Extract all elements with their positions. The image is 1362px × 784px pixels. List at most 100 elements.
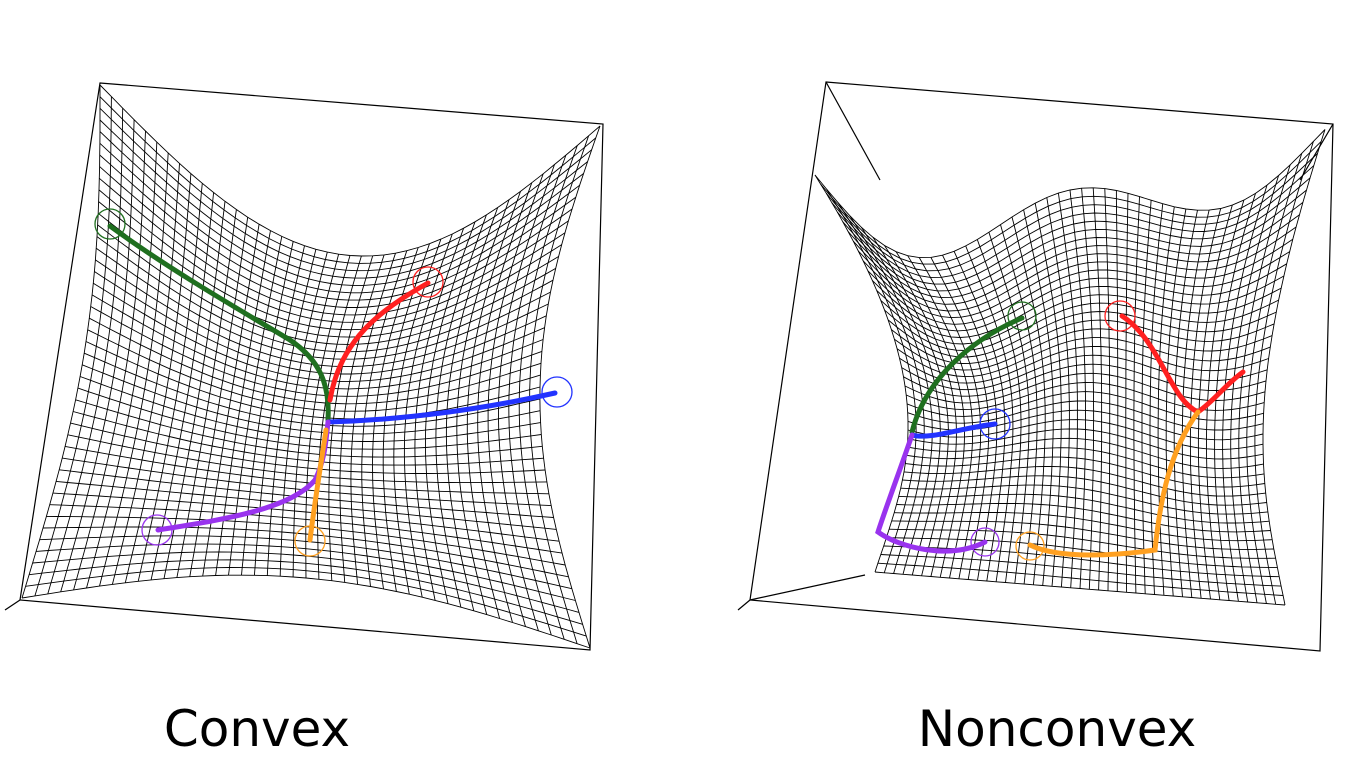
mesh-line — [883, 545, 1280, 578]
mesh-line — [907, 419, 1264, 450]
mesh-line — [456, 199, 510, 615]
mesh-line — [896, 502, 1271, 533]
mesh-line — [1230, 175, 1280, 603]
mesh-line — [820, 141, 1322, 265]
orange-path — [1027, 409, 1201, 558]
mesh-line — [25, 567, 587, 637]
mesh-line — [905, 456, 1265, 488]
mesh-line — [1141, 200, 1152, 594]
nonconvex-label: Nonconvex — [917, 700, 1197, 758]
purple-path — [875, 432, 988, 554]
green-path — [909, 315, 1025, 435]
mesh-line — [837, 177, 1311, 285]
mesh-line — [445, 207, 499, 611]
mesh-line — [874, 571, 1286, 606]
mesh-line — [1092, 187, 1103, 591]
mesh-line — [1254, 141, 1314, 605]
mesh-line — [1173, 210, 1198, 597]
mesh-line — [508, 154, 567, 636]
green-start-circle — [94, 208, 126, 240]
mesh-line — [1133, 196, 1140, 594]
orange-path — [307, 427, 329, 543]
convex-label: Convex — [163, 700, 351, 758]
mesh-line — [1165, 208, 1187, 597]
convex-bounding-box — [4, 82, 604, 651]
mesh-line — [907, 437, 1264, 469]
blue-start-circle — [541, 376, 573, 408]
blue-start-circle — [979, 408, 1011, 440]
mesh-line — [894, 512, 1273, 542]
mesh-line — [889, 528, 1276, 559]
mesh-line — [880, 554, 1282, 587]
mesh-line — [898, 493, 1270, 524]
mesh-line — [904, 372, 1266, 404]
red-path — [1119, 313, 1246, 415]
green-path — [107, 223, 331, 423]
mesh-line — [1222, 184, 1268, 602]
mesh-line — [339, 254, 385, 583]
mesh-line — [906, 391, 1264, 421]
mesh-line — [1197, 204, 1233, 600]
mesh-line — [79, 376, 541, 442]
orange-start-circle — [294, 525, 326, 557]
nonconvex-surface-mesh — [814, 129, 1326, 606]
mesh-line — [826, 188, 917, 573]
mesh-line — [137, 183, 203, 582]
mesh-line — [59, 469, 554, 518]
mesh-line — [886, 537, 1278, 568]
mesh-line — [435, 214, 487, 608]
mesh-line — [1238, 164, 1291, 603]
mesh-line — [82, 364, 541, 435]
blue-path — [909, 421, 998, 439]
mesh-line — [72, 411, 544, 466]
mesh-line — [85, 341, 541, 420]
mesh-line — [487, 173, 544, 627]
mesh-line — [877, 562, 1284, 596]
mesh-line — [907, 428, 1264, 460]
mesh-line — [1157, 206, 1175, 596]
mesh-line — [847, 202, 1304, 299]
red-start-circle — [412, 266, 444, 298]
mesh-line — [1125, 193, 1129, 593]
mesh-line — [1189, 208, 1222, 599]
mesh-line — [1246, 153, 1303, 604]
mesh-line — [900, 484, 1268, 515]
mesh-line — [906, 447, 1265, 479]
mesh-line — [903, 466, 1266, 497]
convex-trajectories — [94, 208, 573, 557]
mesh-line — [1104, 188, 1111, 591]
mesh-line — [466, 191, 521, 619]
mesh-line — [1206, 199, 1245, 600]
mesh-line — [75, 399, 543, 458]
mesh-line — [65, 445, 549, 495]
nonconvex-trajectories — [875, 300, 1246, 561]
mesh-line — [907, 400, 1264, 431]
mesh-line — [77, 387, 542, 450]
mesh-line — [1115, 190, 1119, 592]
mesh-line — [21, 574, 591, 649]
purple-start-circle — [970, 527, 1000, 557]
mesh-line — [539, 125, 601, 649]
mesh-line — [34, 96, 112, 597]
mesh-line — [1149, 203, 1164, 595]
mesh-line — [498, 164, 555, 631]
mesh-line — [477, 182, 533, 623]
mesh-line — [42, 526, 569, 578]
mesh-line — [70, 422, 546, 474]
mesh-line — [529, 135, 590, 644]
convex-surface-mesh — [21, 84, 601, 649]
mesh-line — [52, 492, 560, 542]
mesh-line — [902, 475, 1267, 506]
nonconvex-bounding-box — [737, 81, 1334, 652]
blue-path — [325, 390, 558, 425]
mesh-line — [67, 434, 547, 484]
mesh-line — [84, 352, 541, 427]
mesh-line — [328, 255, 374, 581]
mesh-line — [891, 520, 1274, 550]
mesh-line — [56, 480, 557, 530]
purple-start-circle — [141, 514, 173, 546]
mesh-line — [49, 504, 563, 554]
mesh-line — [29, 559, 583, 625]
mesh-line — [60, 119, 135, 592]
